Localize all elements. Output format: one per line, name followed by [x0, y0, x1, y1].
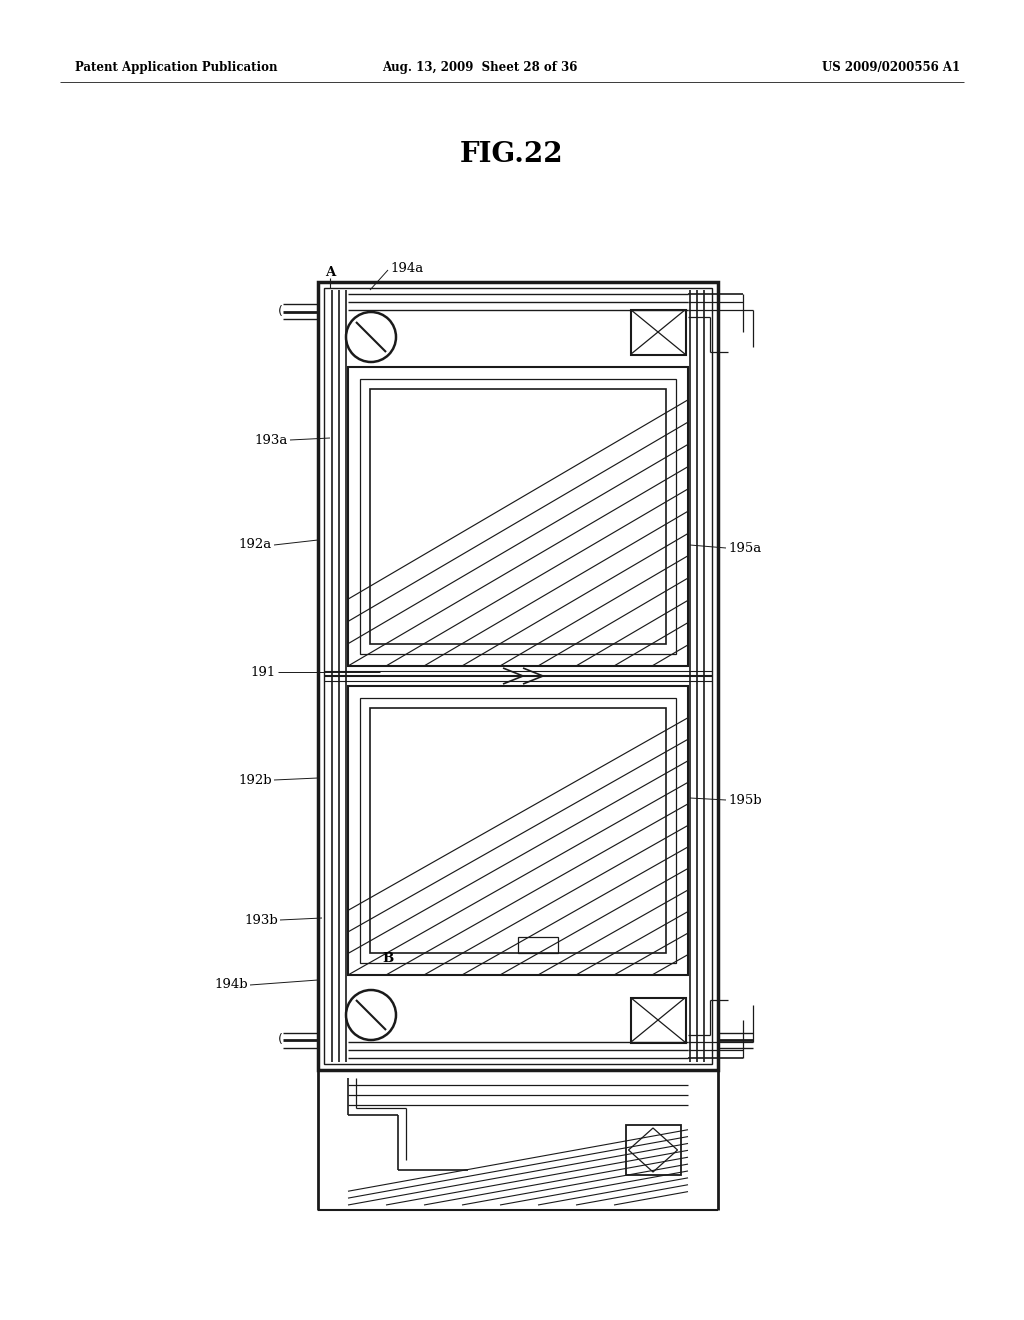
Text: FIG.22: FIG.22 [460, 141, 564, 169]
Text: (: ( [278, 305, 283, 318]
Bar [631, 309, 685, 355]
Text: 195a: 195a [728, 541, 761, 554]
Text: Aug. 13, 2009  Sheet 28 of 36: Aug. 13, 2009 Sheet 28 of 36 [382, 62, 578, 74]
Text: Patent Application Publication: Patent Application Publication [75, 62, 278, 74]
Text: 195b: 195b [728, 793, 762, 807]
Text: 192b: 192b [239, 774, 272, 787]
Bar [318, 282, 718, 1071]
Bar [626, 1125, 681, 1175]
Text: 193a: 193a [255, 433, 288, 446]
Text: 192a: 192a [239, 539, 272, 552]
Text: US 2009/0200556 A1: US 2009/0200556 A1 [822, 62, 961, 74]
Text: B: B [382, 952, 393, 965]
Bar [348, 686, 688, 975]
Bar [631, 998, 685, 1043]
Bar [360, 698, 676, 964]
Text: 191: 191 [251, 665, 276, 678]
Bar [348, 367, 688, 667]
Text: 194b: 194b [214, 978, 248, 991]
Text: 194a: 194a [390, 261, 423, 275]
Bar [360, 379, 676, 653]
Bar [370, 389, 666, 644]
Bar [518, 937, 558, 953]
Text: 193b: 193b [245, 913, 278, 927]
Bar [324, 288, 712, 1064]
Text: A: A [325, 267, 335, 280]
Bar [370, 708, 666, 953]
Text: (: ( [278, 1034, 283, 1047]
